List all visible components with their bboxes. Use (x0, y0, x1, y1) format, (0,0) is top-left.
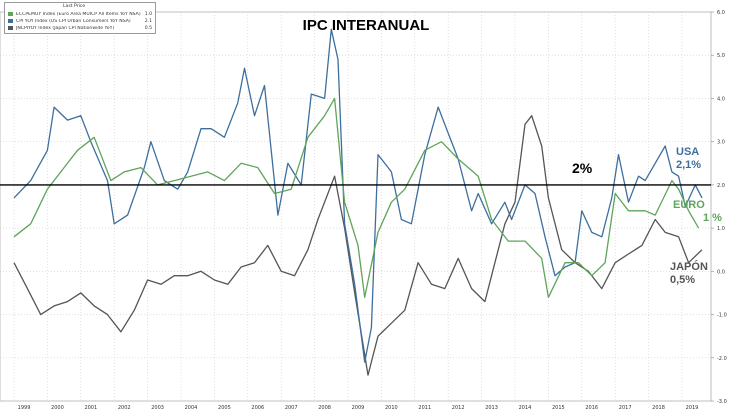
y-tick-label: 0.0 (717, 269, 725, 275)
x-tick-label: 2012 (452, 405, 465, 411)
legend-value-usa: 2.1 (144, 18, 152, 24)
x-tick-label: 2005 (218, 405, 231, 411)
annotation-usa: USA 2,1% (676, 146, 701, 172)
annotation-japan-value: 0,5% (670, 274, 696, 286)
legend-swatch-usa (8, 19, 13, 23)
x-tick-label: 2007 (285, 405, 298, 411)
chart-title: IPC INTERANUAL (302, 17, 430, 34)
series-line-usa (13, 28, 703, 363)
y-tick-label: 3.0 (717, 140, 725, 146)
x-tick-label: 2001 (84, 405, 97, 411)
legend-swatch-japan (8, 26, 13, 30)
x-tick-label: 2015 (552, 405, 565, 411)
y-tick-label: 5.0 (717, 53, 725, 59)
x-tick-label: 2009 (352, 405, 365, 411)
legend-swatch-euro (8, 12, 13, 16)
annotation-euro-name: EURO (673, 199, 705, 211)
x-tick-label: 2002 (118, 405, 131, 411)
x-tick-label: 2008 (318, 405, 331, 411)
x-tick-label: 2010 (385, 405, 398, 411)
y-tick-label: 6.0 (717, 10, 725, 16)
y-tick-label: 1.0 (717, 226, 725, 232)
plot-area (0, 11, 712, 402)
x-tick-label: 2018 (652, 405, 665, 411)
chart-legend: Last Price ECCPEMUY Index (Euro Area MUI… (4, 2, 156, 34)
annotation-euro: EURO 1 % (673, 199, 722, 225)
annotation-japan-name: JAPÓN (670, 261, 708, 273)
x-tick-label: 2013 (485, 405, 498, 411)
x-tick-label: 2019 (686, 405, 699, 411)
x-tick-label: 2014 (519, 405, 532, 411)
legend-item-euro: ECCPEMUY Index (Euro Area MUICP All Item… (8, 11, 152, 17)
legend-item-usa: CPI YOY Index (US CPI Urban Consumers Yo… (8, 18, 152, 24)
y-tick-label: 4.0 (717, 96, 725, 102)
y-tick-label: -3.0 (717, 399, 727, 405)
annotation-usa-name: USA (676, 146, 700, 158)
annotation-japan: JAPÓN 0,5% (670, 261, 708, 287)
y-tick-label: -2.0 (717, 356, 727, 362)
legend-header: Last Price (63, 4, 86, 9)
series-line-euro (13, 97, 700, 298)
x-tick-label: 2004 (185, 405, 198, 411)
annotation-euro-value: 1 % (703, 212, 722, 224)
legend-value-japan: 0.5 (144, 25, 152, 31)
x-tick-label: 2017 (619, 405, 632, 411)
legend-value-euro: 1.0 (144, 11, 152, 17)
x-tick-label: 2016 (585, 405, 598, 411)
y-tick-label: 2.0 (717, 183, 725, 189)
legend-item-japan: JNCPIYOY Index (Japan CPI Nationwide YoY… (8, 25, 152, 31)
legend-label-euro: ECCPEMUY Index (Euro Area MUICP All Item… (16, 11, 141, 17)
x-tick-label: 1999 (18, 405, 31, 411)
x-tick-label: 2011 (418, 405, 431, 411)
x-tick-label: 2006 (251, 405, 264, 411)
annotation-usa-value: 2,1% (676, 159, 702, 171)
legend-label-japan: JNCPIYOY Index (Japan CPI Nationwide YoY… (16, 25, 115, 31)
x-tick-label: 2000 (51, 405, 64, 411)
y-tick-label: -1.0 (717, 313, 727, 319)
legend-label-usa: CPI YOY Index (US CPI Urban Consumers Yo… (16, 18, 131, 24)
reference-line-label: 2% (572, 160, 593, 176)
x-tick-label: 2003 (151, 405, 164, 411)
